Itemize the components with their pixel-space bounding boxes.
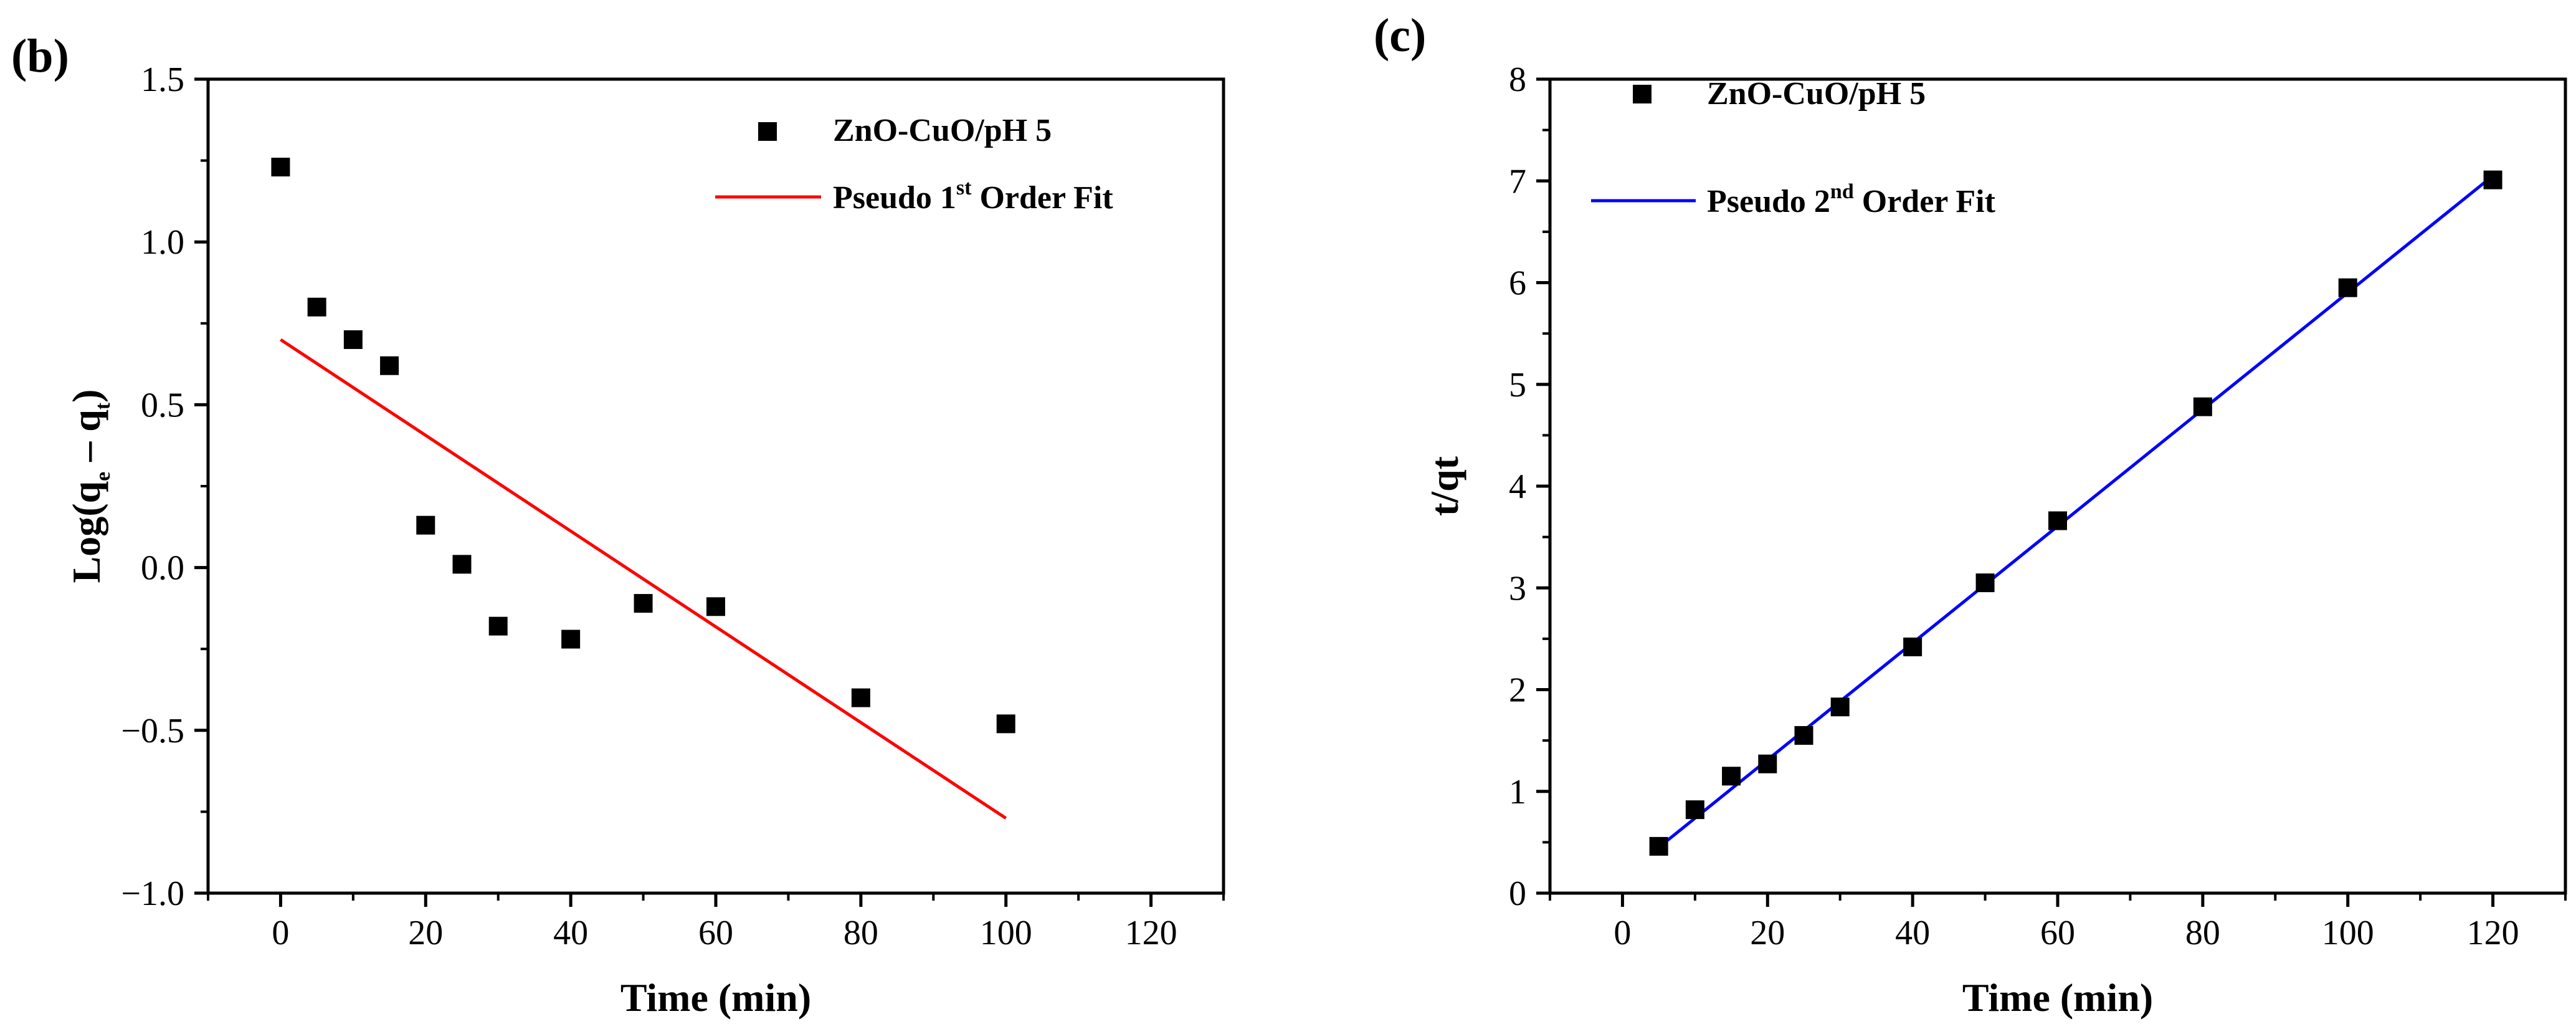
x-tick-label-c-120: 120 (2467, 914, 2519, 952)
data-point-c-1 (1685, 800, 1704, 820)
y-tick-label-c-0: 0 (1509, 874, 1526, 913)
y-tick-label-c-8: 8 (1509, 60, 1526, 99)
y-tick-label-c-3: 3 (1509, 569, 1526, 608)
plot-frame-c (1548, 77, 2567, 895)
x-tick-label-c-20: 20 (1750, 914, 1785, 952)
y-tick-label-b-2: 0.0 (141, 549, 184, 588)
data-point-c-9 (2193, 397, 2212, 416)
data-point-b-11 (996, 714, 1015, 734)
data-point-b-7 (561, 629, 581, 649)
x-tick-label-c-80: 80 (2185, 914, 2220, 952)
ticks-c: 0 20 40 60 80 100 120 0 1 2 3 4 5 6 7 8 (1509, 60, 2567, 952)
y-tick-label-c-2: 2 (1509, 671, 1526, 710)
x-axis-title-b: Time (min) (620, 975, 811, 1020)
data-point-c-2 (1722, 767, 1741, 786)
data-point-b-4 (416, 515, 435, 535)
data-point-b-2 (343, 330, 363, 349)
data-point-c-5 (1830, 697, 1850, 717)
y-tick-label-b-1: −0.5 (121, 712, 184, 750)
y-axis-title-c: t/qt (1422, 456, 1466, 516)
panel-label-c: (c) (1374, 9, 1426, 62)
y-tick-label-c-6: 6 (1509, 264, 1526, 303)
x-tick-label-b-20: 20 (408, 914, 443, 952)
x-tick-label-b-80: 80 (844, 914, 878, 952)
marks-b (271, 158, 1015, 820)
y-tick-label-b-4: 1.0 (141, 223, 184, 262)
fit-line-b (280, 338, 1007, 820)
data-point-c-8 (2048, 511, 2067, 530)
x-tick-label-b-60: 60 (698, 914, 733, 952)
data-point-c-10 (2338, 278, 2357, 297)
fit-line-c (1658, 175, 2494, 849)
y-tick-label-b-0: −1.0 (121, 874, 184, 913)
data-point-b-6 (488, 616, 508, 636)
legend-label-data-c: ZnO-CuO/pH 5 (1707, 76, 1926, 112)
data-point-b-8 (634, 594, 653, 613)
data-point-b-9 (706, 597, 725, 616)
data-point-b-0 (271, 158, 290, 177)
y-tick-label-c-5: 5 (1509, 366, 1526, 405)
data-point-c-6 (1903, 637, 1922, 656)
data-point-b-5 (452, 555, 472, 574)
data-point-c-4 (1794, 725, 1813, 745)
data-point-c-3 (1758, 754, 1777, 773)
data-point-b-3 (380, 356, 399, 375)
y-axis-title-b: Log(qe – qt) (64, 390, 115, 583)
legend-label-data-b: ZnO-CuO/pH 5 (833, 113, 1052, 148)
x-tick-label-b-100: 100 (980, 914, 1032, 952)
x-tick-label-c-60: 60 (2040, 914, 2075, 952)
ticks-b: 0 20 40 60 80 100 120 −1.0 −0.5 0.0 0.5 1.0 1.5 (121, 60, 1225, 952)
x-tick-label-c-100: 100 (2322, 914, 2374, 952)
legend-marker-square-b (758, 122, 777, 141)
y-tick-label-c-1: 1 (1509, 773, 1526, 811)
x-tick-label-b-40: 40 (553, 914, 588, 952)
x-tick-label-b-0: 0 (272, 914, 289, 952)
legend-c: ZnO-CuO/pH 5 Pseudo 2nd Order Fit (1591, 76, 1996, 219)
data-point-c-0 (1649, 836, 1668, 856)
chart-panel-b: (b) 0 20 40 60 80 100 120−1.0−0.50.00.51.01.5 … (11, 30, 1225, 1020)
y-tick-label-b-3: 0.5 (141, 386, 184, 424)
data-point-b-10 (851, 688, 870, 707)
data-point-c-7 (1975, 573, 1995, 593)
x-tick-label-c-0: 0 (1614, 914, 1631, 952)
panel-label-b: (b) (11, 30, 69, 82)
x-tick-label-c-40: 40 (1895, 914, 1930, 952)
legend-b: ZnO-CuO/pH 5 Pseudo 1st Order Fit (715, 113, 1113, 216)
y-tick-label-c-4: 4 (1509, 467, 1526, 506)
y-tick-label-c-7: 7 (1509, 162, 1526, 201)
y-tick-label-b-5: 1.5 (141, 60, 184, 99)
x-axis-title-c: Time (min) (1962, 975, 2153, 1020)
marks-c (1649, 170, 2502, 856)
legend-marker-square-c (1633, 85, 1652, 103)
legend-label-fit-b: Pseudo 1st Order Fit (833, 176, 1113, 216)
legend-label-fit-c: Pseudo 2nd Order Fit (1707, 180, 1996, 219)
data-point-c-11 (2483, 170, 2502, 189)
data-point-b-1 (307, 297, 326, 317)
x-tick-label-b-120: 120 (1125, 914, 1177, 952)
